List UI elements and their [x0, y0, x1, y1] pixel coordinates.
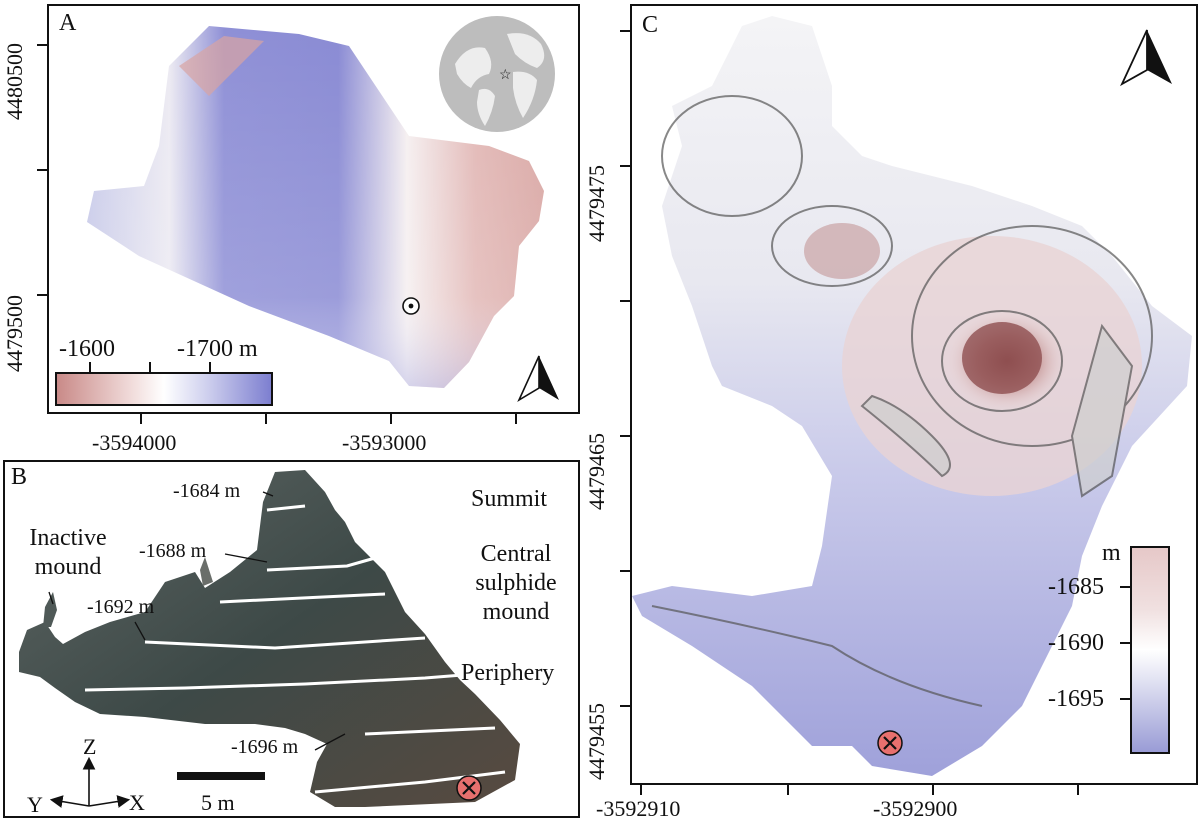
colorbar-c-tick-1695: -1695 [1048, 686, 1104, 712]
panel-b: B -1684 m -1688 m -1692 m -1696 m Summit… [3, 460, 580, 818]
panel-c-letter: C [642, 12, 659, 38]
axis-y-label: Y [27, 792, 43, 817]
panel-b-letter: B [11, 464, 28, 490]
scale-bar-label: 5 m [201, 790, 235, 815]
svg-text:☆: ☆ [499, 68, 512, 83]
colorbar-c-unit: m [1102, 540, 1121, 566]
panel-a-ytick-2: 4479500 [2, 295, 27, 372]
panel-c-ytick-1: 4479475 [584, 165, 609, 242]
depth-label-1692: -1692 m [87, 596, 155, 618]
north-arrow-c-icon [1120, 29, 1172, 87]
3d-photomosaic-model [19, 470, 520, 807]
inactive-mound-label: Inactive mound [29, 525, 107, 580]
north-arrow-a-icon [517, 355, 559, 403]
globe-inset-icon: ☆ [439, 16, 555, 132]
colorbar-a-left-label: -1600 [59, 336, 115, 362]
panel-a: A ☆ -1600 -1700 m [47, 4, 580, 414]
panel-c-ytick-2: 4479465 [584, 433, 609, 510]
bathymetry-map-a [87, 26, 544, 388]
axis-z-label: Z [83, 734, 97, 759]
axes-triad-icon [49, 756, 131, 808]
zone-summit-label: Summit [471, 486, 548, 512]
panel-a-xtick-1: -3594000 [92, 430, 177, 455]
panel-c-xtick-1: -3592910 [596, 796, 681, 821]
zone-central-mound-label: Central sulphide mound [475, 541, 557, 625]
sample-site-x-c-icon [877, 730, 903, 756]
colorbar-c [1130, 546, 1170, 754]
panel-c-xtick-2: -3592900 [873, 796, 958, 821]
colorbar-c-tick-1685: -1685 [1048, 574, 1104, 600]
panel-a-xtick-2: -3593000 [342, 430, 427, 455]
panel-a-letter: A [59, 10, 77, 36]
depth-label-1696: -1696 m [231, 736, 299, 758]
panel-a-ytick-1: 4480500 [2, 43, 27, 120]
depth-label-1688: -1688 m [139, 540, 207, 562]
panel-c: C m -1685 -1690 -1695 [630, 4, 1198, 785]
axis-x-label: X [129, 790, 145, 815]
scale-bar [177, 772, 265, 780]
colorbar-c-tick-1690: -1690 [1048, 630, 1104, 656]
bathymetry-map-c [632, 16, 1192, 776]
sample-site-x-icon [456, 775, 482, 801]
depth-label-1684: -1684 m [173, 480, 241, 502]
colorbar-a-right-label: -1700 m [177, 336, 258, 362]
panel-c-ytick-3: 4479455 [584, 703, 609, 780]
colorbar-a [55, 372, 273, 406]
survey-site-marker-icon [402, 297, 420, 315]
zone-periphery-label: Periphery [461, 660, 555, 686]
